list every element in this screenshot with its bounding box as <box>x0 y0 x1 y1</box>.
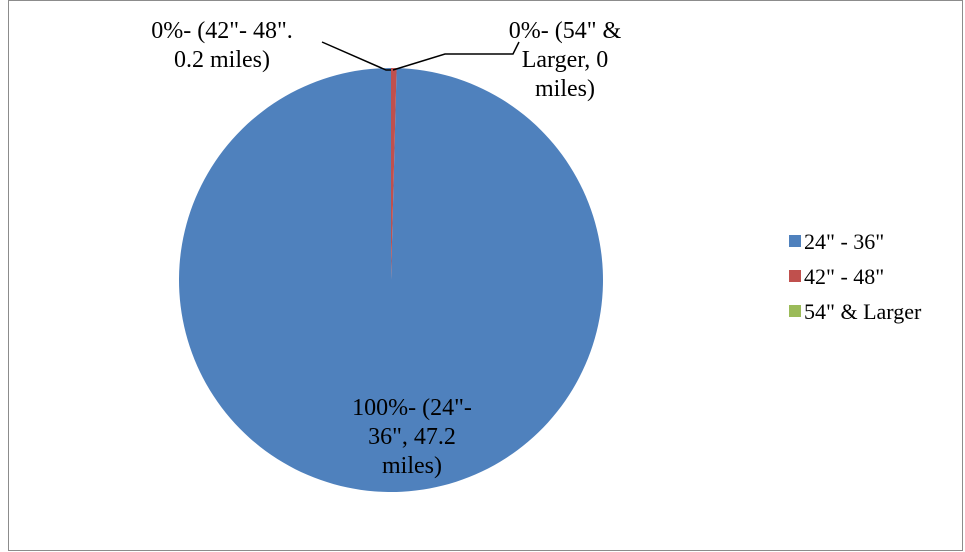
slice-42-48 <box>391 68 397 280</box>
legend-swatch-24-36 <box>789 235 801 247</box>
leader-lines <box>321 41 520 71</box>
data-labels: 100%- (24"-36", 47.2 miles) 0%- (42"- 48".… <box>151 18 621 479</box>
legend-swatch-54-larger <box>789 305 801 317</box>
slice-24-36 <box>178 68 603 493</box>
legend-label-42-48: 42" - 48" <box>804 264 884 289</box>
legend-label-24-36: 24" - 36" <box>804 229 884 254</box>
legend-label-54-larger: 54" & Larger <box>804 299 922 324</box>
leader-line-54-larger <box>392 41 520 71</box>
pie-slices <box>178 68 603 493</box>
data-label-24-36: 100%- (24"-36", 47.2 miles) <box>352 395 472 479</box>
legend: 24" - 36" 42" - 48" 54" & Larger <box>789 229 922 324</box>
leader-line-42-48 <box>321 41 391 71</box>
data-label-54-larger: 0%- (54" & Larger, 0 miles) <box>509 18 622 102</box>
data-label-42-48: 0%- (42"- 48". 0.2 miles) <box>151 18 293 73</box>
legend-swatch-42-48 <box>789 270 801 282</box>
